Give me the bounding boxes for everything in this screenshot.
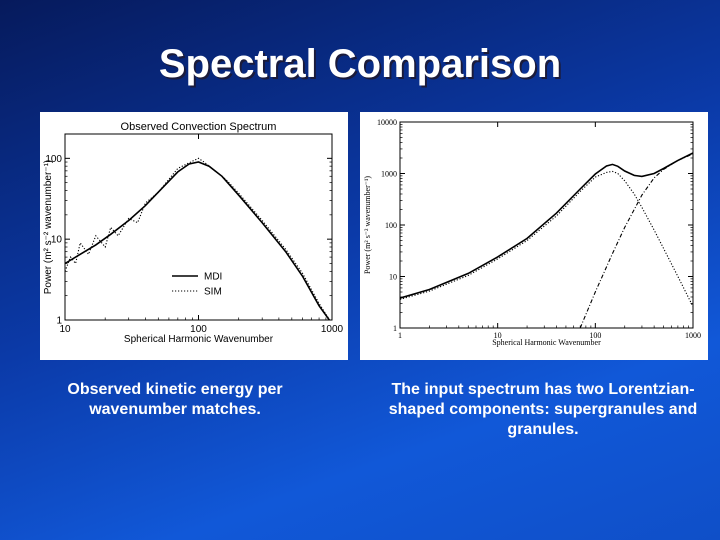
x-tick-label: 1 <box>398 331 402 340</box>
x-tick-label: 100 <box>190 324 207 335</box>
series-line-dash-dot-2 <box>579 153 693 328</box>
left-chart-panel: Observed Convection Spectrum 10 100 1000 1 10… <box>40 112 348 360</box>
y-tick-label: 10000 <box>377 118 397 127</box>
series-line-sim <box>65 157 331 320</box>
x-tick-label: 1000 <box>321 324 344 335</box>
slide-title: Spectral Comparison <box>158 42 562 86</box>
y-tick-label: 1 <box>56 316 62 327</box>
right-caption: The input spectrum has two Lorentzian-sh… <box>388 381 698 438</box>
plot-frame <box>399 121 694 329</box>
chart-title: Observed Convection Spectrum <box>121 121 277 133</box>
y-tick-label: 10 <box>51 235 63 246</box>
y-tick-label: 1 <box>393 324 397 333</box>
x-axis-label: Spherical Harmonic Wavenumber <box>124 334 274 345</box>
series-line-dotted-1 <box>400 170 693 307</box>
legend-label: MDI <box>204 272 222 283</box>
input-spectrum-chart: 1 10 100 1000 1 10 100 1000 10000 Spherical Harmo… <box>363 118 701 347</box>
y-axis-label: Power (m² s⁻² wavenumber⁻¹) <box>363 176 372 274</box>
legend-label: SIM <box>204 287 222 298</box>
x-tick-label: 10 <box>59 324 71 335</box>
y-tick-label: 10 <box>389 272 397 281</box>
x-tick-label: 1000 <box>685 331 701 340</box>
x-axis-label: Spherical Harmonic Wavenumber <box>492 338 601 347</box>
y-tick-label: 100 <box>385 221 397 230</box>
x-tick-label: 10 <box>494 331 502 340</box>
x-tick-label: 100 <box>589 331 601 340</box>
left-caption: Observed kinetic energy per wavenumber m… <box>67 381 283 418</box>
y-axis-label: Power (m² s⁻² wavenumber⁻¹) <box>43 160 54 294</box>
y-tick-label: 1000 <box>381 169 397 178</box>
y-tick-label: 100 <box>45 154 62 165</box>
right-chart-panel: 1 10 100 1000 1 10 100 1000 10000 Spherical Harmo… <box>360 112 708 360</box>
series-line-solid-0 <box>400 152 693 299</box>
series-line-mdi <box>65 161 331 320</box>
